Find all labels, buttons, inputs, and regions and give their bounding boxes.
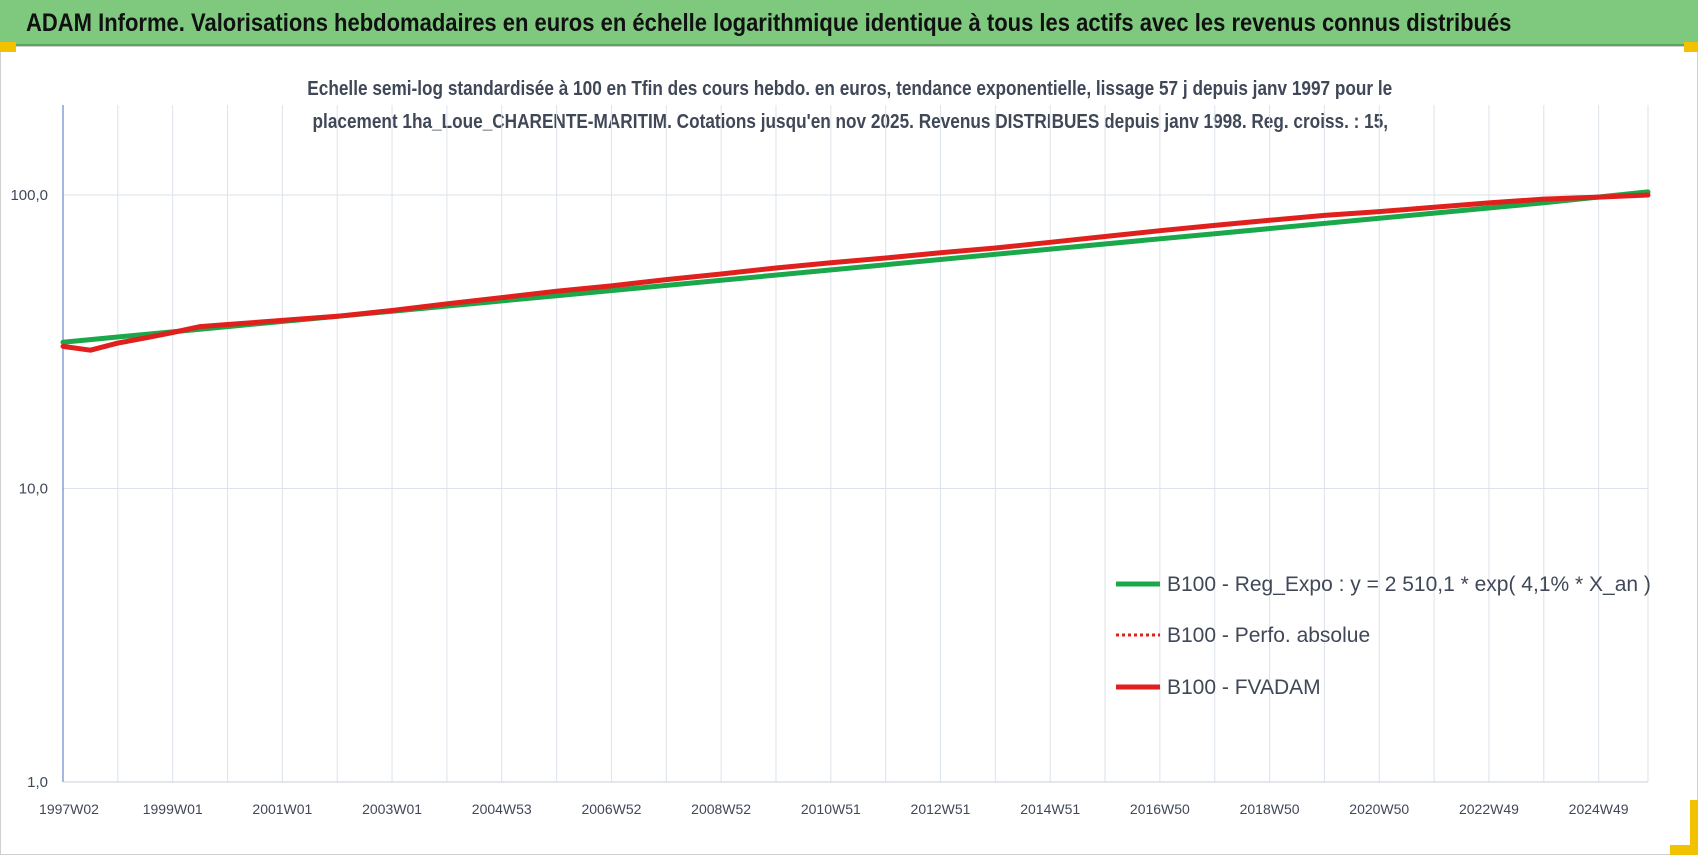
series-line-2 <box>60 192 1651 353</box>
x-tick-label: 2003W01 <box>362 801 422 817</box>
x-tick-label: 2012W51 <box>911 801 971 817</box>
tick-labels: 1997W02 1999W01 2001W01 2003W01 2004W53 2006W… <box>10 187 1628 817</box>
chart-title-line1: Echelle semi-log standardisée à 100 en T… <box>307 78 1393 100</box>
chart-title-line2: placement 1ha_Loue_CHARENTE-MARITIM. Cot… <box>312 111 1388 133</box>
x-tick-label: 2010W51 <box>801 801 861 817</box>
x-tick-label: 2006W52 <box>581 801 641 817</box>
series-line-1 <box>62 193 1649 352</box>
banner-title: ADAM Informe. Valorisations hebdomadaire… <box>26 9 1512 37</box>
corner-mark-bottom-right-2 <box>1670 845 1698 855</box>
x-tick-label: 2018W50 <box>1240 801 1300 817</box>
x-tick-label: 1999W01 <box>143 801 203 817</box>
x-tick-label: 2024W49 <box>1569 801 1629 817</box>
y-tick-label: 100,0 <box>10 187 48 204</box>
legend-label-2: B100 - FVADAM <box>1167 676 1321 699</box>
x-tick-label: 2022W49 <box>1459 801 1519 817</box>
x-tick-label: 1997W02 <box>39 801 99 817</box>
y-tick-label: 1,0 <box>27 774 48 791</box>
title-banner: ADAM Informe. Valorisations hebdomadaire… <box>0 0 1698 46</box>
legend-label-1: B100 - Perfo. absolue <box>1167 624 1370 647</box>
x-tick-label: 2016W50 <box>1130 801 1190 817</box>
gridlines <box>62 105 1649 783</box>
x-tick-label: 2008W52 <box>691 801 751 817</box>
x-tick-label: 2014W51 <box>1020 801 1080 817</box>
corner-mark-top-right <box>1684 42 1698 52</box>
y-tick-label: 10,0 <box>19 481 48 498</box>
x-tick-label: 2020W50 <box>1349 801 1409 817</box>
x-tick-label: 2004W53 <box>472 801 532 817</box>
corner-mark-bottom-right <box>1690 800 1698 855</box>
legend: B100 - Reg_Expo : y = 2 510,1 * exp( 4,1… <box>1116 573 1651 699</box>
legend-label-0: B100 - Reg_Expo : y = 2 510,1 * exp( 4,1… <box>1167 573 1651 596</box>
corner-mark-top-left <box>0 42 16 52</box>
x-tick-label: 2001W01 <box>252 801 312 817</box>
series-lines <box>60 189 1651 353</box>
axes <box>62 105 1648 783</box>
